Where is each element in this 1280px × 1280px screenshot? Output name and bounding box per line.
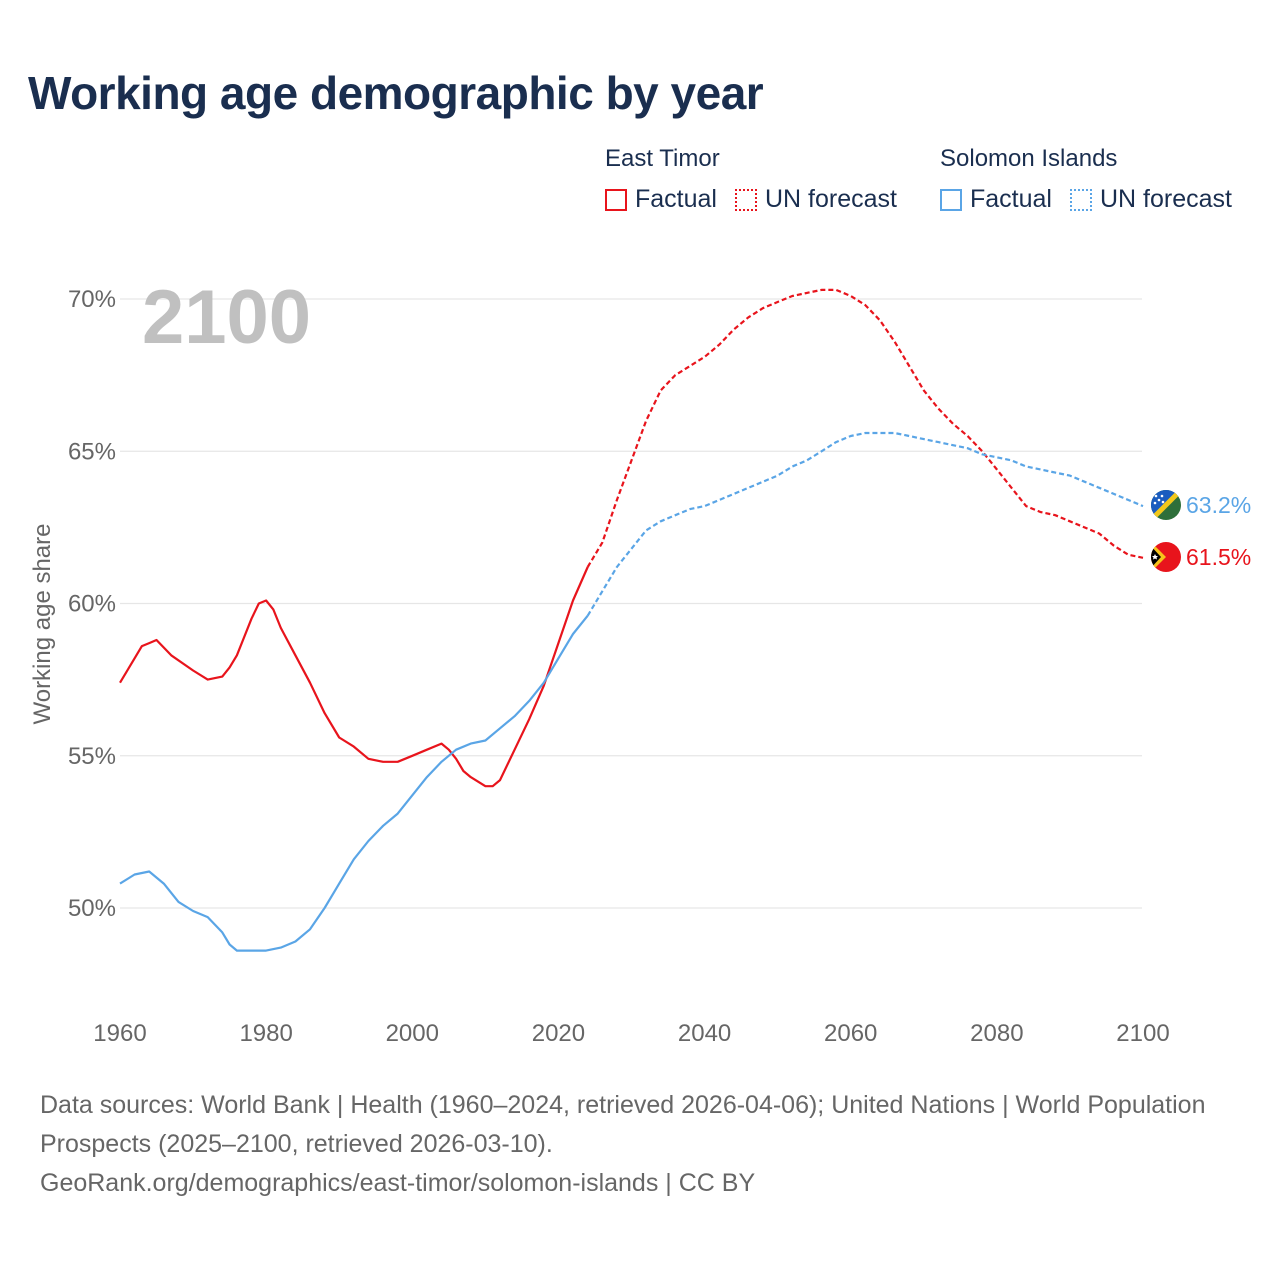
series-line-solomon-islands-forecast <box>586 431 1144 617</box>
y-tick-label: 65% <box>68 438 116 465</box>
y-tick-label: 60% <box>68 591 116 618</box>
x-tick-label: 1960 <box>93 1020 146 1047</box>
x-tick-label: 2020 <box>532 1020 585 1047</box>
footer: Data sources: World Bank | Health (1960–… <box>40 1086 1240 1203</box>
legend-label: UN forecast <box>1099 185 1232 213</box>
y-tick-label: 50% <box>68 895 116 922</box>
series-line-east-timor-factual <box>119 566 589 788</box>
series-lines <box>119 288 1144 952</box>
x-tick-label: 1980 <box>239 1020 292 1047</box>
x-tick-label: 2080 <box>970 1020 1023 1047</box>
legend-swatch-dotted <box>1069 188 1092 211</box>
legend-item-solomon-forecast[interactable]: UN forecast <box>1069 185 1232 214</box>
source-link[interactable]: GeoRank.org/demographics/east-timor/solo… <box>40 1169 756 1197</box>
legend-label: Factual <box>635 185 717 213</box>
legend-group-name: Solomon Islands <box>940 145 1118 172</box>
x-tick-label: 2100 <box>1116 1020 1169 1047</box>
legend-item-solomon-factual[interactable]: Factual <box>940 185 1052 214</box>
east-timor-flag-icon <box>1151 542 1181 572</box>
x-tick-label: 2000 <box>386 1020 439 1047</box>
legend-swatch-dotted <box>734 188 757 211</box>
legend-swatch-solid <box>940 188 962 211</box>
legend-item-east-timor-forecast[interactable]: UN forecast <box>734 185 897 214</box>
series-line-east-timor-forecast <box>586 288 1144 568</box>
end-label-east-timor: 61.5% <box>1186 544 1251 570</box>
solomon-islands-flag-icon <box>1151 490 1181 520</box>
y-tick-label: 55% <box>68 743 116 770</box>
legend-label: UN forecast <box>764 185 897 213</box>
y-axis-label: Working age share <box>29 524 56 725</box>
x-tick-label: 2040 <box>678 1020 731 1047</box>
x-axis: 1960 1980 2000 2020 2040 2060 2080 2100 <box>93 1020 1169 1047</box>
grid <box>120 298 1142 909</box>
y-axis: 50% 55% 60% 65% 70% <box>68 286 116 922</box>
data-sources: Data sources: World Bank | Health (1960–… <box>40 1091 1206 1158</box>
legend-group-solomon-islands: Solomon Islands Factual UN forecast <box>940 143 1250 214</box>
series-line-solomon-islands-factual <box>119 615 589 952</box>
legend-group-name: East Timor <box>605 145 720 172</box>
x-tick-label: 2060 <box>824 1020 877 1047</box>
end-label-solomon-islands: 63.2% <box>1186 492 1251 518</box>
y-tick-label: 70% <box>68 286 116 313</box>
legend-label: Factual <box>970 185 1052 213</box>
legend-group-east-timor: East Timor Factual UN forecast <box>605 143 915 214</box>
legend-swatch-solid <box>605 188 627 211</box>
chart-title: Working age demographic by year <box>28 67 764 119</box>
legend-item-east-timor-factual[interactable]: Factual <box>605 185 717 214</box>
year-watermark: 2100 <box>142 275 311 360</box>
